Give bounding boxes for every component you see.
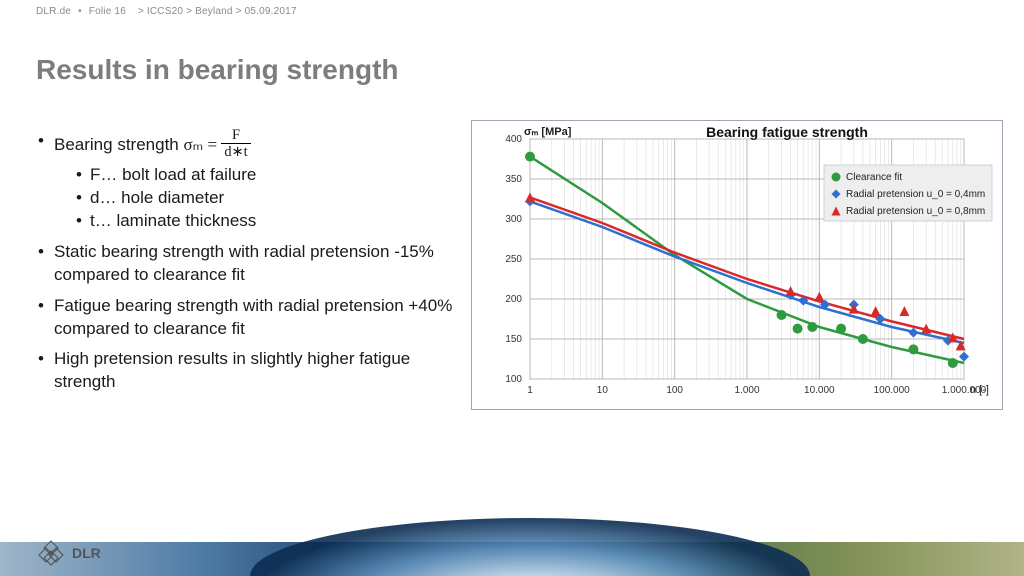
svg-text:350: 350 [505,174,522,185]
formula-denominator: d∗t [221,144,250,159]
bullet-1-sub-1: F… bolt load at failure [54,164,456,187]
svg-text:100.000: 100.000 [874,385,911,396]
bullet-list: Bearing strength σₘ = Fd∗t F… bolt load … [36,130,456,402]
meta-site: DLR.de [36,6,71,17]
svg-text:Radial pretension u_0 = 0,8mm: Radial pretension u_0 = 0,8mm [846,206,985,217]
svg-text:10: 10 [597,385,609,396]
bullet-2: Static bearing strength with radial pret… [36,241,456,287]
svg-text:100: 100 [505,374,522,385]
svg-text:150: 150 [505,334,522,345]
bullet-4: High pretension results in slightly high… [36,348,456,394]
formula-fraction: Fd∗t [221,128,250,160]
svg-text:400: 400 [505,134,522,145]
bullet-3: Fatigue bearing strength with radial pre… [36,295,456,341]
bullet-1: Bearing strength σₘ = Fd∗t F… bolt load … [36,130,456,233]
formula-lhs: σₘ = [183,135,221,154]
page-title: Results in bearing strength [36,54,399,86]
meta-slide-number: Folie 16 [89,6,126,17]
svg-text:σₘ [MPa]: σₘ [MPa] [524,126,572,138]
slide-meta: DLR.de • Folie 16 > ICCS20 > Beyland > 0… [36,6,297,17]
slide: { "meta": { "site": "DLR.de", "slide_lab… [0,0,1024,576]
svg-text:Clearance fit: Clearance fit [846,172,902,183]
svg-text:1: 1 [527,385,533,396]
footer-globe [250,518,810,576]
meta-sep: • [78,6,82,17]
bullet-1-sub-3: t… laminate thickness [54,210,456,233]
formula-numerator: F [221,128,250,144]
svg-text:1.000: 1.000 [734,385,759,396]
svg-text:250: 250 [505,254,522,265]
svg-text:300: 300 [505,214,522,225]
bullet-1-text: Bearing strength [54,135,183,154]
dlr-logo-icon [36,538,66,568]
formula: σₘ = Fd∗t [183,135,250,154]
svg-text:10.000: 10.000 [804,385,835,396]
dlr-logo: DLR [36,538,101,568]
bullet-1-sub-2: d… hole diameter [54,187,456,210]
footer: DLR [0,534,1024,576]
svg-text:n [-]: n [-] [970,384,989,396]
dlr-logo-text: DLR [72,545,101,561]
svg-text:Bearing fatigue strength: Bearing fatigue strength [706,124,868,140]
svg-text:Radial pretension u_0 = 0,4mm: Radial pretension u_0 = 0,4mm [846,189,985,200]
svg-text:200: 200 [505,294,522,305]
meta-breadcrumb: > ICCS20 > Beyland > 05.09.2017 [138,6,297,17]
fatigue-chart: 1101001.00010.000100.0001.000.0001001502… [471,120,1003,410]
chart-svg: 1101001.00010.000100.0001.000.0001001502… [472,121,1002,409]
svg-text:100: 100 [666,385,683,396]
